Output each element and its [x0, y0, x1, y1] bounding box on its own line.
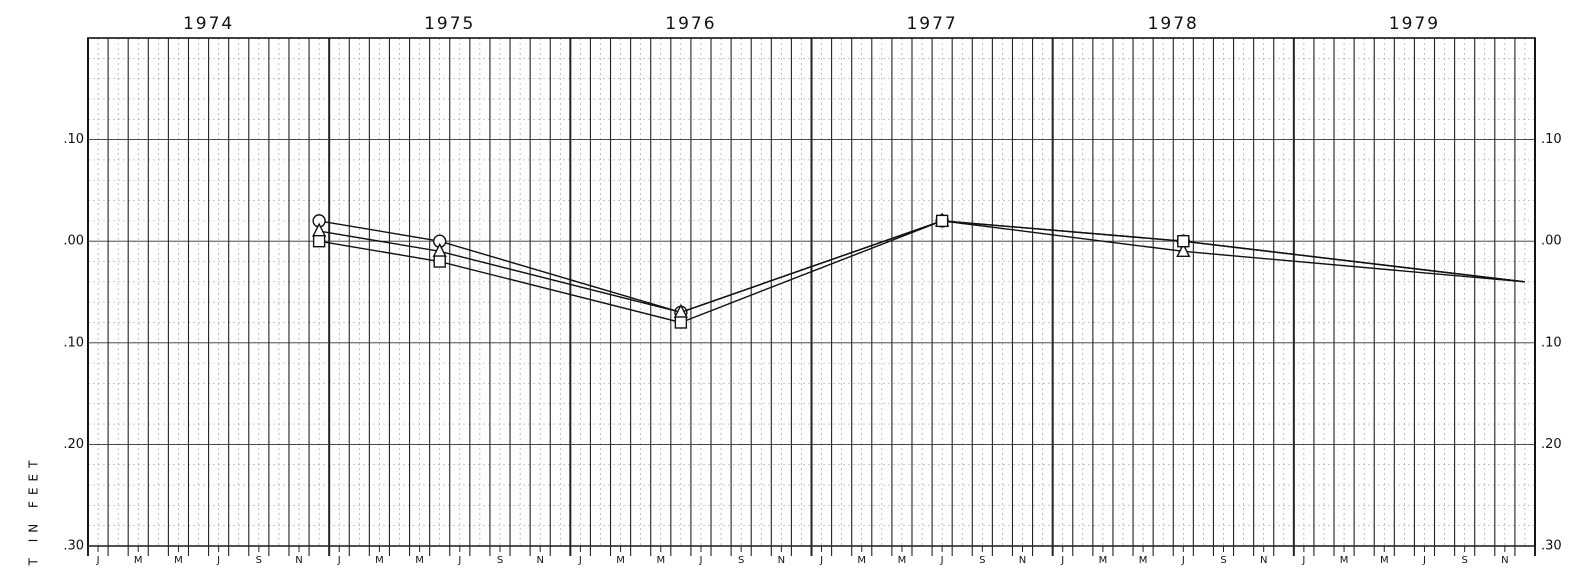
year-label: 1978 [1148, 14, 1199, 34]
y-tick-label: .00 [63, 234, 84, 249]
x-tick-label: S [1461, 555, 1467, 566]
x-tick-label: N [295, 555, 302, 566]
x-tick-label: J [1422, 555, 1426, 566]
x-tick-label: J [1301, 555, 1305, 566]
marker [433, 255, 446, 268]
x-tick-label: M [375, 555, 384, 566]
x-tick-label: M [134, 555, 143, 566]
y2-tick-label: .10 [1541, 335, 1562, 350]
y2-tick-label: .00 [1541, 234, 1562, 249]
marker [1176, 242, 1191, 258]
x-tick-label: J [457, 555, 461, 566]
x-tick-label: M [1380, 555, 1389, 566]
x-tick-label: N [536, 555, 543, 566]
x-tick-label: J [337, 555, 341, 566]
y-tick-label: .10 [63, 335, 84, 350]
x-tick-label: M [1340, 555, 1349, 566]
x-tick-label: N [778, 555, 785, 566]
y2-tick-label: .20 [1541, 437, 1562, 452]
x-tick-label: S [979, 555, 985, 566]
x-tick-label: S [1220, 555, 1226, 566]
x-tick-label: M [898, 555, 907, 566]
marker [312, 234, 326, 248]
y-tick-label: .20 [63, 437, 84, 452]
x-tick-label: M [1099, 555, 1108, 566]
series-line [319, 220, 1526, 324]
x-tick-label: M [616, 555, 625, 566]
y2-tick-label: .30 [1541, 539, 1562, 554]
x-tick-label: N [1019, 555, 1026, 566]
y2-tick-label: .10 [1541, 132, 1562, 147]
y-tick-label: .30 [63, 539, 84, 554]
x-tick-label: J [940, 555, 944, 566]
x-tick-label: S [256, 555, 262, 566]
marker [1177, 234, 1190, 248]
x-tick-label: M [1139, 555, 1148, 566]
x-tick-label: M [415, 555, 424, 566]
year-label: 1977 [906, 14, 957, 34]
x-tick-label: M [174, 555, 183, 566]
y-axis-label: T IN FEET [27, 455, 41, 567]
year-label: 1976 [665, 14, 716, 34]
x-tick-label: N [1260, 555, 1267, 566]
x-tick-label: J [1060, 555, 1064, 566]
x-tick-label: J [698, 555, 702, 566]
marker [935, 214, 949, 228]
marker [674, 316, 688, 329]
x-tick-label: S [738, 555, 744, 566]
year-label: 1974 [183, 14, 234, 34]
x-tick-label: J [578, 555, 582, 566]
series-line [319, 220, 1526, 314]
x-tick-label: N [1501, 555, 1508, 566]
x-tick-label: S [497, 555, 503, 566]
y-tick-label: .10 [63, 132, 84, 147]
x-tick-label: J [819, 555, 823, 566]
x-tick-label: M [857, 555, 866, 566]
x-tick-label: M [656, 555, 665, 566]
x-tick-label: J [1181, 555, 1185, 566]
x-tick-label: J [216, 555, 220, 566]
x-tick-label: J [96, 555, 100, 566]
year-label: 1975 [424, 14, 475, 34]
year-label: 1979 [1389, 14, 1440, 34]
